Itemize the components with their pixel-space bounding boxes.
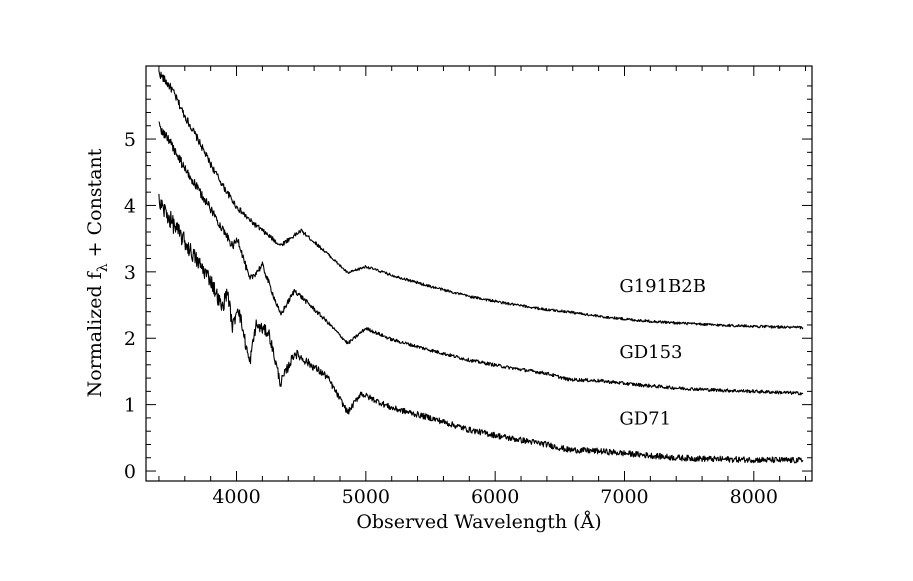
series-label-gd153: GD153 [619,342,682,363]
y-tick-label: 0 [124,461,136,483]
series-line-gd71 [158,193,804,464]
series-group [158,70,804,464]
plot-frame [145,65,813,482]
series-line-g191b2b [158,70,804,330]
y-tick-label: 5 [124,129,136,151]
y-axis-title-subscript: λ [95,263,111,272]
x-tick-label: 7000 [600,486,648,508]
y-axis-title-tail: + Constant [84,148,106,263]
x-tick-label: 5000 [342,486,390,508]
y-axis-title: Normalized fλ + Constant [84,148,111,397]
y-tick-label: 1 [124,395,136,417]
series-labels: G191B2B GD153 GD71 [619,276,706,430]
x-axis-title: Observed Wavelength (Å) [356,511,601,533]
y-tick-label: 3 [124,262,136,284]
x-tick-label: 6000 [471,486,519,508]
x-tick-label: 4000 [212,486,260,508]
axis-ticks: 4000 5000 6000 7000 8000 0 1 2 3 4 5 [124,66,812,508]
y-tick-label: 2 [124,328,136,350]
series-line-gd153 [158,121,804,396]
x-tick-label: 8000 [730,486,778,508]
series-label-g191b2b: G191B2B [619,276,706,297]
y-axis-title-main: Normalized f [84,270,106,397]
series-label-gd71: GD71 [619,409,671,430]
y-tick-label: 4 [124,195,136,217]
